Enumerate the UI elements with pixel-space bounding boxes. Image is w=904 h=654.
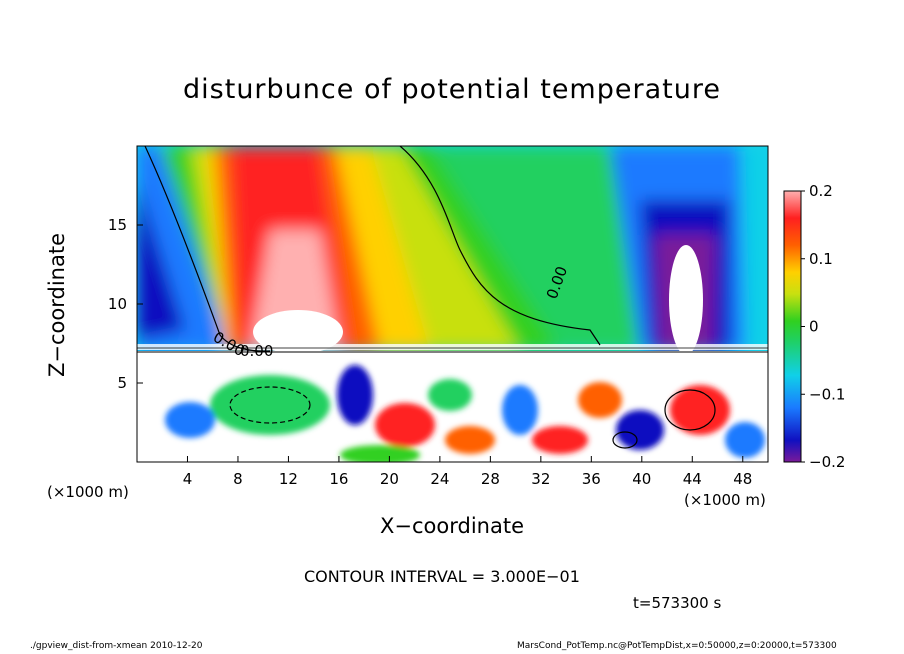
colorbar-tick-label: 0.1 (809, 250, 833, 268)
x-tick-label: 40 (632, 470, 651, 488)
contour-lines (137, 146, 768, 449)
time-stamp: t=573300 s (633, 594, 722, 612)
footer-data-info: MarsCond_PotTemp.nc@PotTempDist,x=0:5000… (517, 641, 837, 651)
x-tick-label: 4 (183, 470, 193, 488)
x-tick-label: 24 (430, 470, 449, 488)
x-axis-unit-left: (×1000 m) (47, 483, 129, 501)
x-axis-label-text: X−coordinate (380, 514, 524, 538)
colorbar-tick-label: 0.2 (809, 182, 833, 200)
colorbar-tick-label: 0 (809, 318, 819, 336)
y-axis-ticks: 5 10 15 (108, 216, 143, 392)
colorbar (783, 190, 802, 463)
x-tick-label: 12 (279, 470, 298, 488)
colorbar-ticks: 0.2 0.1 0 −0.1 −0.2 (801, 182, 845, 471)
x-tick-label: 48 (733, 470, 752, 488)
y-tick-label: 15 (108, 216, 127, 234)
colorbar-tick-label: −0.2 (809, 453, 845, 471)
y-tick-label: 10 (108, 295, 127, 313)
x-tick-label: 44 (683, 470, 702, 488)
x-tick-label: 8 (233, 470, 243, 488)
x-tick-label: 16 (329, 470, 348, 488)
y-tick-label: 5 (117, 374, 127, 392)
heatmap-lower-layer (137, 351, 768, 462)
contour-interval: CONTOUR INTERVAL = 3.000E−01 (304, 567, 580, 586)
x-tick-label: 28 (481, 470, 500, 488)
x-tick-label: 20 (380, 470, 399, 488)
chart-title: disturbunce of potential temperature (183, 74, 721, 105)
x-tick-label: 32 (531, 470, 550, 488)
contour-label: 0.00 (240, 342, 273, 360)
x-axis-label: X−coordinate (0, 514, 904, 538)
colorbar-tick-label: −0.1 (809, 385, 845, 403)
x-axis-ticks: 4 8 12 16 20 24 28 32 36 40 44 48 (183, 456, 752, 488)
heatmap-field (137, 146, 768, 355)
footer-script-info: ./gpview_dist-from-xmean 2010-12-20 (30, 641, 203, 651)
x-tick-label: 36 (582, 470, 601, 488)
x-axis-unit-right: (×1000 m) (684, 491, 766, 509)
